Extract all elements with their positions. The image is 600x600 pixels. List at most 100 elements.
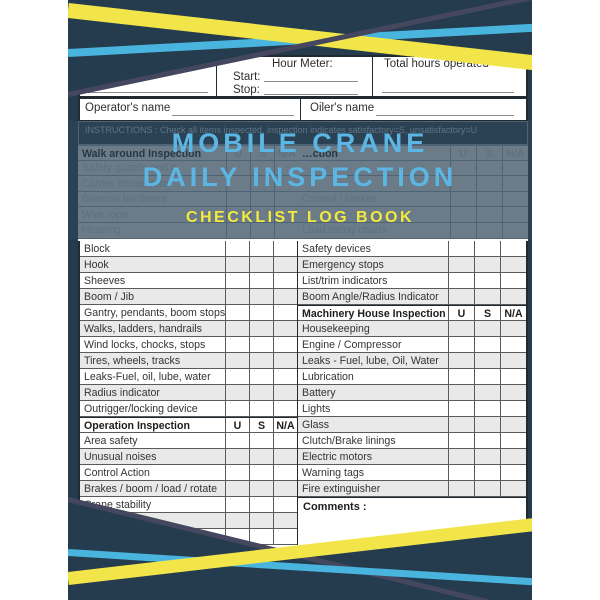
checkbox-cell-s[interactable]	[249, 257, 273, 272]
checkbox-cell-na[interactable]	[500, 369, 526, 384]
checkbox-cell-na[interactable]	[274, 222, 298, 238]
checkbox-cell-na[interactable]	[500, 481, 526, 496]
checkbox-cell-s[interactable]	[474, 257, 500, 272]
checkbox-cell-na[interactable]	[273, 305, 297, 320]
checkbox-cell-s[interactable]	[249, 353, 273, 368]
checkbox-cell-u[interactable]	[225, 241, 249, 256]
checkbox-cell-u[interactable]	[225, 337, 249, 352]
checkbox-cell-na[interactable]	[274, 176, 298, 191]
checkbox-cell-na[interactable]	[274, 191, 298, 207]
checkbox-cell-na[interactable]	[273, 529, 297, 544]
checkbox-cell-na[interactable]	[273, 241, 297, 256]
checkbox-cell-s[interactable]	[476, 176, 502, 191]
checkbox-cell-u[interactable]	[448, 337, 474, 352]
checkbox-cell-u[interactable]	[448, 465, 474, 480]
checkbox-cell-s[interactable]	[474, 353, 500, 368]
checkbox-cell-s[interactable]	[249, 401, 273, 416]
checkbox-cell-na[interactable]	[273, 257, 297, 272]
checkbox-cell-na[interactable]	[273, 481, 297, 496]
checkbox-cell-s[interactable]	[249, 337, 273, 352]
checkbox-cell-na[interactable]	[273, 337, 297, 352]
checkbox-cell-s[interactable]	[476, 207, 502, 222]
checkbox-cell-u[interactable]	[225, 449, 249, 464]
checkbox-cell-s[interactable]	[474, 465, 500, 480]
checkbox-cell-u[interactable]	[226, 160, 250, 176]
checkbox-cell-u[interactable]	[225, 465, 249, 480]
checkbox-cell-na[interactable]	[500, 353, 526, 368]
checkbox-cell-na[interactable]	[273, 289, 297, 304]
checkbox-cell-s[interactable]	[249, 305, 273, 320]
checkbox-cell-na[interactable]	[500, 401, 526, 416]
checkbox-cell-s[interactable]	[249, 273, 273, 288]
checkbox-cell-u[interactable]	[226, 176, 250, 191]
checkbox-cell-na[interactable]	[273, 321, 297, 336]
checkbox-cell-s[interactable]	[249, 497, 273, 512]
checkbox-cell-na[interactable]	[500, 241, 526, 256]
checkbox-cell-u[interactable]	[225, 289, 249, 304]
checkbox-cell-na[interactable]	[500, 417, 526, 432]
checkbox-cell-s[interactable]	[476, 191, 502, 207]
checkbox-cell-s[interactable]	[250, 191, 274, 207]
checkbox-cell-s[interactable]	[249, 529, 273, 544]
checkbox-cell-na[interactable]	[500, 337, 526, 352]
checkbox-cell-s[interactable]	[250, 222, 274, 238]
checkbox-cell-u[interactable]	[225, 481, 249, 496]
checkbox-cell-s[interactable]	[476, 222, 502, 238]
checkbox-cell-s[interactable]	[474, 337, 500, 352]
checkbox-cell-u[interactable]	[225, 369, 249, 384]
checkbox-cell-s[interactable]	[249, 481, 273, 496]
checkbox-cell-na[interactable]	[273, 465, 297, 480]
checkbox-cell-u[interactable]	[448, 257, 474, 272]
checkbox-cell-na[interactable]	[273, 369, 297, 384]
checkbox-cell-na[interactable]	[500, 449, 526, 464]
checkbox-cell-u[interactable]	[448, 353, 474, 368]
checkbox-cell-s[interactable]	[474, 241, 500, 256]
checkbox-cell-s[interactable]	[249, 433, 273, 448]
checkbox-cell-s[interactable]	[476, 160, 502, 176]
checkbox-cell-s[interactable]	[249, 449, 273, 464]
checkbox-cell-u[interactable]	[226, 222, 250, 238]
checkbox-cell-na[interactable]	[273, 385, 297, 400]
checkbox-cell-na[interactable]	[274, 160, 298, 176]
checkbox-cell-u[interactable]	[225, 513, 249, 528]
checkbox-cell-u[interactable]	[225, 257, 249, 272]
checkbox-cell-s[interactable]	[474, 289, 500, 304]
checkbox-cell-u[interactable]	[225, 385, 249, 400]
checkbox-cell-na[interactable]	[502, 160, 528, 176]
start-line[interactable]	[264, 81, 358, 82]
checkbox-cell-na[interactable]	[273, 449, 297, 464]
checkbox-cell-na[interactable]	[273, 353, 297, 368]
checkbox-cell-na[interactable]	[500, 289, 526, 304]
checkbox-cell-na[interactable]	[500, 321, 526, 336]
checkbox-cell-u[interactable]	[450, 160, 476, 176]
checkbox-cell-na[interactable]	[274, 207, 298, 222]
checkbox-cell-u[interactable]	[448, 369, 474, 384]
checkbox-cell-u[interactable]	[450, 176, 476, 191]
checkbox-cell-na[interactable]	[273, 497, 297, 512]
oiler-name-line[interactable]	[376, 115, 514, 116]
checkbox-cell-u[interactable]	[450, 222, 476, 238]
checkbox-cell-na[interactable]	[500, 385, 526, 400]
checkbox-cell-u[interactable]	[448, 401, 474, 416]
checkbox-cell-u[interactable]	[225, 273, 249, 288]
checkbox-cell-s[interactable]	[249, 321, 273, 336]
checkbox-cell-s[interactable]	[474, 481, 500, 496]
checkbox-cell-u[interactable]	[448, 385, 474, 400]
checkbox-cell-u[interactable]	[448, 241, 474, 256]
checkbox-cell-s[interactable]	[474, 449, 500, 464]
checkbox-cell-u[interactable]	[225, 497, 249, 512]
checkbox-cell-u[interactable]	[225, 401, 249, 416]
checkbox-cell-u[interactable]	[448, 321, 474, 336]
checkbox-cell-na[interactable]	[502, 176, 528, 191]
checkbox-cell-na[interactable]	[273, 273, 297, 288]
checkbox-cell-s[interactable]	[249, 465, 273, 480]
checkbox-cell-s[interactable]	[474, 273, 500, 288]
checkbox-cell-s[interactable]	[250, 160, 274, 176]
checkbox-cell-s[interactable]	[474, 321, 500, 336]
checkbox-cell-u[interactable]	[448, 289, 474, 304]
checkbox-cell-u[interactable]	[225, 305, 249, 320]
checkbox-cell-u[interactable]	[448, 481, 474, 496]
checkbox-cell-s[interactable]	[474, 417, 500, 432]
checkbox-cell-s[interactable]	[249, 385, 273, 400]
total-hours-line[interactable]	[382, 92, 514, 93]
